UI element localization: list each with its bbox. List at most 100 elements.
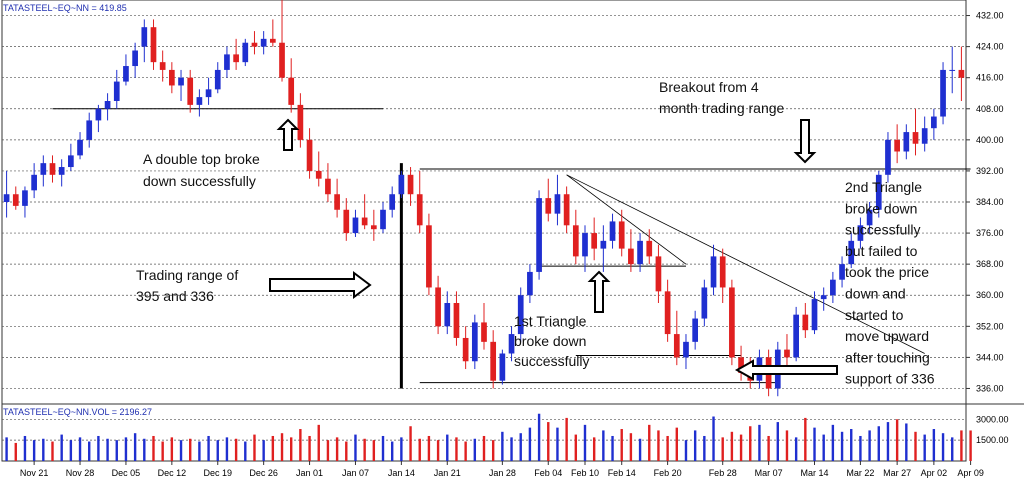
annotation-triangle-2: broke down — [845, 200, 917, 216]
price-tick-label: 408.00 — [976, 104, 1004, 114]
candle-body — [572, 225, 579, 257]
volume-bar — [179, 440, 183, 461]
candles — [3, 0, 965, 397]
volume-bar — [189, 438, 192, 461]
candle-body — [499, 353, 506, 381]
candle-body — [269, 38, 276, 43]
candle-body — [361, 217, 368, 226]
price-tick-label: 352.00 — [976, 321, 1004, 331]
volume-bar — [537, 413, 541, 461]
volume-header: TATASTEEL~EQ~NN.VOL = 2196.27 — [3, 407, 152, 417]
annotation-double-top: A double top broke — [143, 151, 260, 167]
candle-body — [233, 54, 239, 63]
volume-bar — [143, 438, 146, 461]
candle-body — [885, 139, 891, 175]
candle-body — [536, 198, 542, 272]
candle-body — [68, 155, 74, 168]
date-axis: Nov 21 Nov 28 Dec 05 Dec 12 Dec 19 Dec 26 Jan … — [20, 461, 984, 478]
candle-body — [527, 271, 533, 296]
volume-bar — [253, 434, 256, 461]
volume-bar — [822, 434, 825, 461]
candle-body — [462, 337, 469, 362]
volume-bar — [290, 437, 293, 461]
candle-body — [306, 139, 313, 171]
trend-lines — [52, 108, 971, 389]
candle-body — [582, 233, 588, 257]
candle-body — [104, 101, 111, 109]
volume-bar — [684, 440, 688, 461]
candle-body — [260, 38, 267, 47]
candle-body — [113, 81, 120, 101]
volume-bar — [354, 434, 357, 461]
volume-bar — [482, 435, 486, 461]
triangle-1-upper — [566, 174, 687, 265]
date-tick-label: Jan 28 — [489, 468, 516, 478]
candle-body — [673, 334, 680, 358]
date-tick-label: Feb 20 — [654, 468, 682, 478]
candle-body — [894, 139, 900, 152]
candle-body — [646, 240, 653, 257]
volume-bar — [345, 441, 348, 461]
volume-bar — [960, 430, 963, 461]
date-tick-label: Jan 21 — [434, 468, 461, 478]
annotation-triangle-1: successfully — [514, 353, 589, 369]
candle-body — [738, 357, 744, 373]
volume-bar — [859, 435, 862, 461]
volume-bar — [170, 437, 174, 461]
volume-bar — [510, 437, 513, 461]
volume-bar — [657, 430, 660, 461]
volume-bar — [14, 442, 17, 461]
price-axis: 432.00 424.00 416.00 408.00 400.00 392.00 384.… — [966, 11, 1004, 393]
volume-bar — [583, 424, 587, 461]
volume-bar — [363, 438, 366, 461]
volume-bar — [519, 433, 522, 461]
annotation-triangle-2: but failed to — [845, 243, 918, 259]
volume-bar — [730, 431, 734, 461]
candle-body — [875, 174, 882, 210]
volume-bar — [840, 431, 844, 461]
candle-body — [380, 209, 386, 230]
annotation-triangle-2: move upward — [845, 328, 929, 344]
candle-body — [857, 225, 864, 241]
volume-bar — [427, 435, 431, 461]
volume-bar — [574, 434, 578, 461]
price-tick-label: 432.00 — [976, 11, 1004, 21]
volume-bar — [675, 427, 678, 461]
price-tick-label: 424.00 — [976, 42, 1004, 52]
volume-tick-label: 1500.00 — [976, 435, 1009, 445]
volume-bar — [905, 423, 908, 461]
volume-bar — [877, 426, 880, 461]
candle-body — [958, 69, 965, 78]
candle-body — [77, 139, 83, 156]
volume-bar — [794, 437, 798, 461]
candle-body — [701, 287, 708, 319]
candle-body — [591, 233, 598, 249]
date-tick-label: Jan 07 — [342, 468, 369, 478]
volume-bar — [501, 431, 504, 461]
candle-body — [141, 27, 148, 47]
volume-bar — [216, 440, 219, 461]
candle-body — [793, 314, 799, 358]
price-tick-label: 368.00 — [976, 259, 1004, 269]
candle-body — [58, 167, 65, 175]
candle-body — [297, 104, 304, 140]
volume-bar — [225, 437, 229, 461]
candle-body — [517, 295, 524, 335]
volume-bar — [969, 430, 972, 461]
date-tick-label: Feb 14 — [608, 468, 636, 478]
annotation-triangle-2: after touching — [845, 349, 930, 365]
candle-body — [628, 248, 634, 265]
volume-bars — [5, 413, 972, 461]
date-tick-label: Jan 01 — [296, 468, 323, 478]
date-tick-label: Nov 21 — [20, 468, 49, 478]
volume-bar — [620, 429, 623, 461]
date-tick-label: Dec 19 — [203, 468, 232, 478]
volume-bar — [88, 441, 91, 461]
candle-body — [802, 314, 809, 331]
annotation-breakout: Breakout from 4 — [659, 79, 759, 95]
volume-bar — [951, 437, 954, 461]
price-tick-label: 360.00 — [976, 290, 1004, 300]
triangle-2-upper — [566, 174, 925, 354]
candle-body — [187, 77, 194, 105]
